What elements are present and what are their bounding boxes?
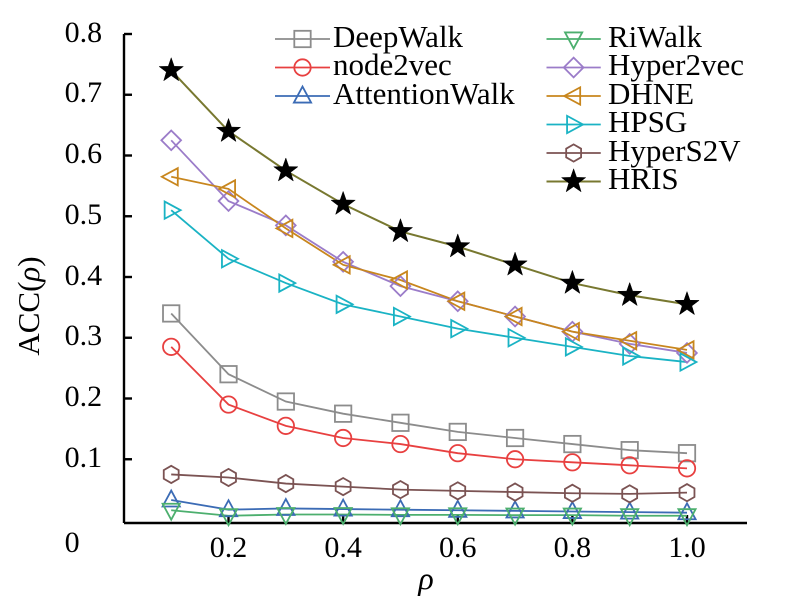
- svg-text:ρ: ρ: [417, 560, 433, 596]
- svg-text:ACC(ρ): ACC(ρ): [11, 256, 46, 355]
